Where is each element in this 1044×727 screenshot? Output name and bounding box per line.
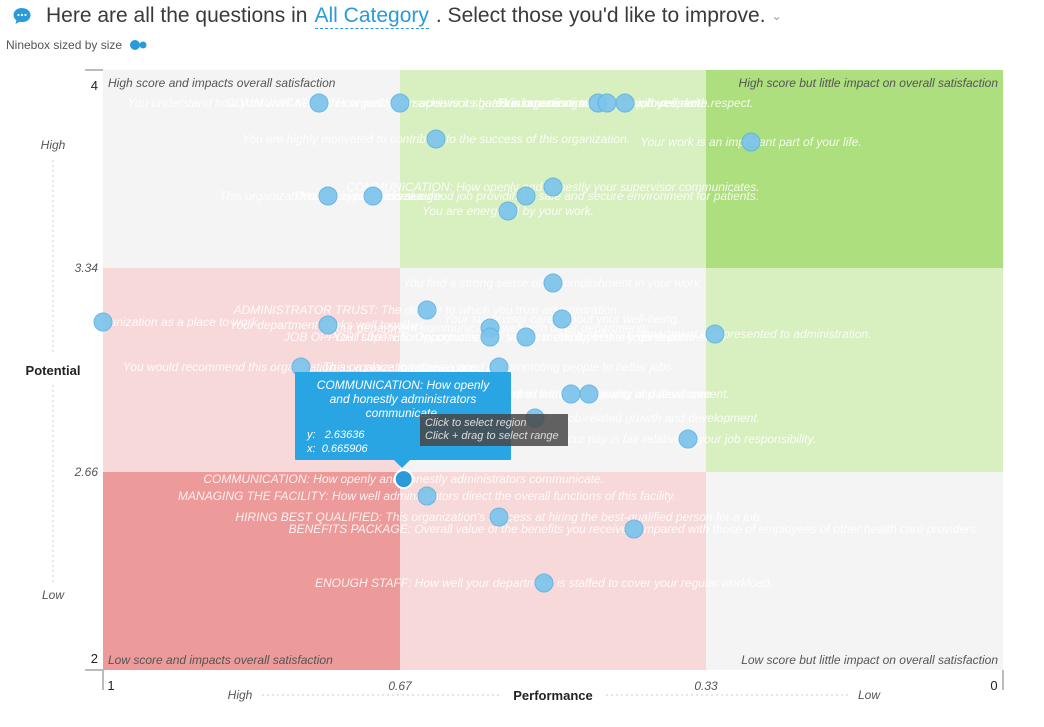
category-selector[interactable]: All Category [314, 3, 429, 29]
scatter-point[interactable] [705, 324, 725, 344]
tooltip-x-row: x: 0.665906 [307, 443, 499, 455]
x-side-label-high: High [228, 688, 253, 702]
x-tick-label-1: 0.67 [388, 679, 413, 693]
scatter-point[interactable] [543, 177, 563, 197]
scatter-point[interactable] [417, 300, 437, 320]
scatter-point[interactable] [489, 507, 509, 527]
chevron-down-icon[interactable]: ⌄ [771, 9, 782, 23]
x-axis-label: Performance [513, 688, 592, 703]
scatter-point[interactable] [561, 384, 581, 404]
ninebox-cell-2-0 [103, 472, 400, 670]
highlighted-point[interactable] [393, 469, 414, 490]
ninebox-cell-0-1 [400, 70, 706, 268]
select-hint-line-1: Click to select region [425, 417, 527, 429]
ninebox-cell-2-2 [706, 472, 1003, 670]
quadrant-label-bottom-left: Low score and impacts overall satisfacti… [108, 653, 333, 667]
y-side-label-high: High [41, 138, 66, 152]
scatter-point[interactable] [624, 519, 644, 539]
scatter-point[interactable] [417, 486, 437, 506]
quadrant-label-bottom-right: Low score but little impact on overall s… [741, 653, 998, 667]
ninebox-subheader: Ninebox sized by size [6, 38, 148, 52]
ninebox-cell-0-0 [103, 70, 400, 268]
x-side-label-low: Low [858, 688, 881, 702]
scatter-point[interactable] [390, 93, 410, 113]
scatter-point[interactable] [741, 132, 761, 152]
scatter-point[interactable] [516, 327, 536, 347]
quadrant-label-top-left: High score and impacts overall satisfact… [108, 76, 336, 90]
select-hint-line-2: Click + drag to select range [425, 430, 559, 442]
scatter-point[interactable] [93, 312, 113, 332]
header-prefix: Here are all the questions in [46, 4, 308, 27]
scatter-point[interactable] [543, 273, 563, 293]
scatter-point[interactable] [363, 186, 383, 206]
header-suffix: . Select those you'd like to improve. [435, 4, 766, 27]
point-label: You would recommend this organization as… [0, 315, 261, 329]
scatter-point[interactable] [615, 93, 635, 113]
y-axis-label: Potential [26, 363, 81, 378]
scatter-point[interactable] [579, 384, 599, 404]
tooltip-y-value: 2.63636 [324, 429, 365, 441]
scatter-point[interactable] [516, 186, 536, 206]
tooltip-y-row: y: 2.63636 [307, 429, 499, 441]
size-toggle-icon[interactable] [128, 39, 148, 51]
scatter-point[interactable] [552, 309, 572, 329]
y-tick-label-1: 3.34 [75, 261, 99, 275]
select-region-hint: Click to select region Click + drag to s… [420, 414, 568, 446]
x-tick-label-2: 0.33 [694, 679, 718, 693]
scatter-point[interactable] [318, 186, 338, 206]
ninebox-cell-2-1 [400, 472, 706, 670]
scatter-point[interactable] [597, 93, 617, 113]
y-tick-label-0: 4 [91, 78, 98, 93]
tooltip-x-label: x: [307, 443, 316, 455]
scatter-point[interactable] [309, 93, 329, 113]
scatter-point[interactable] [426, 129, 446, 149]
tooltip-x-value: 0.665906 [321, 443, 368, 455]
scatter-point[interactable] [318, 315, 338, 335]
y-tick-label-3: 2 [91, 651, 98, 666]
chat-bubble-icon [12, 6, 32, 26]
tooltip-y-label: y: [307, 429, 316, 441]
x-tick-label-0: 1 [107, 678, 114, 693]
page-header: Here are all the questions in All Catego… [12, 2, 782, 30]
scatter-point[interactable] [498, 201, 518, 221]
y-side-bg-high [38, 137, 68, 153]
scatter-point[interactable] [534, 573, 554, 593]
y-side-label-low: Low [42, 588, 65, 602]
ninebox-cell-0-2 [706, 70, 1003, 268]
x-tick-label-3: 0 [990, 678, 997, 693]
quadrant-label-top-right: High score but little impact on overall … [739, 76, 999, 90]
ninebox-label: Ninebox sized by size [6, 38, 123, 52]
ninebox-cell-1-2 [706, 268, 1003, 472]
y-tick-label-2: 2.66 [74, 465, 99, 479]
scatter-point[interactable] [480, 327, 500, 347]
scatter-point[interactable] [678, 429, 698, 449]
